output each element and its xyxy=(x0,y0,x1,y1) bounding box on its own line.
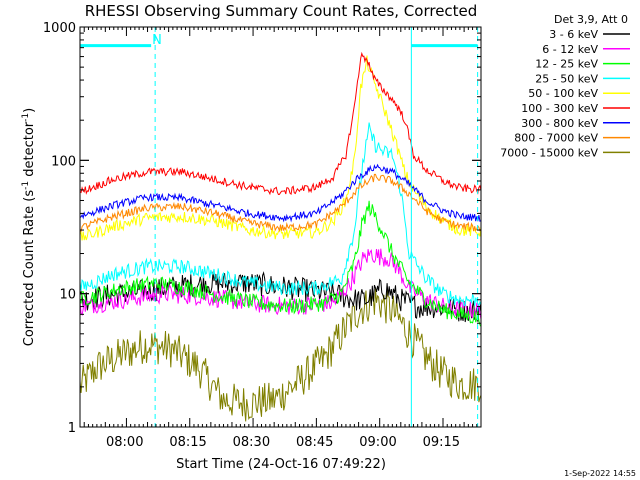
y-tick-label: 100 xyxy=(51,154,76,169)
x-axis: 08:00 08:15 08:30 08:45 09:00 09:15 xyxy=(79,27,482,450)
legend-header: Det 3,9, Att 0 xyxy=(554,13,628,26)
y-axis-label-mid: detector xyxy=(22,121,37,181)
x-tick-label: 08:15 xyxy=(169,435,206,450)
y-tick-label: 10 xyxy=(59,288,76,303)
y-axis-label-sup2: -1 xyxy=(21,113,31,122)
x-tick-label: 09:15 xyxy=(423,435,460,450)
y-axis-label-sup1: -1 xyxy=(21,181,31,190)
y-tick-label: 1000 xyxy=(43,21,76,36)
x-tick-label: 08:00 xyxy=(106,435,143,450)
series-line-2 xyxy=(80,200,481,327)
flag-label-n: N xyxy=(152,33,162,48)
series-line-5 xyxy=(80,51,481,196)
x-tick-label: 08:30 xyxy=(233,435,270,450)
footer-timestamp: 1-Sep-2022 14:55 xyxy=(564,469,636,478)
legend-label-4: 50 - 100 keV xyxy=(528,87,598,100)
series-line-3 xyxy=(80,122,481,307)
x-tick-label: 09:00 xyxy=(359,435,396,450)
x-tick-label: 08:45 xyxy=(296,435,333,450)
plot-frame xyxy=(79,26,482,428)
x-axis-label: Start Time (24-Oct-16 07:49:22) xyxy=(176,457,386,472)
legend-label-8: 7000 - 15000 keV xyxy=(500,146,598,159)
y-axis-label-main: Corrected Count Rate (s xyxy=(22,190,37,347)
y-tick-label: 1 xyxy=(68,421,76,436)
legend-label-1: 6 - 12 keV xyxy=(542,43,598,56)
legend-label-3: 25 - 50 keV xyxy=(535,72,598,85)
flag-layer: N xyxy=(80,27,479,427)
legend-label-2: 12 - 25 keV xyxy=(535,58,598,71)
series-line-8 xyxy=(80,288,481,422)
y-axis-label-end: ) xyxy=(22,108,37,113)
legend-label-5: 100 - 300 keV xyxy=(521,102,598,115)
legend: Det 3,9, Att 0 3 - 6 keV 6 - 12 keV 12 - 2… xyxy=(500,13,630,159)
chart-title: RHESSI Observing Summary Count Rates, Co… xyxy=(85,2,478,20)
series-line-4 xyxy=(80,55,481,241)
series-layer xyxy=(80,51,481,422)
series-line-6 xyxy=(80,163,481,223)
series-line-0 xyxy=(80,271,481,323)
series-line-7 xyxy=(80,173,481,233)
legend-label-0: 3 - 6 keV xyxy=(549,28,598,41)
y-axis-label: Corrected Count Rate (s-1 detector-1) xyxy=(21,108,37,346)
y-axis: 1 10 100 1000 xyxy=(43,21,481,436)
legend-label-7: 800 - 7000 keV xyxy=(514,132,598,145)
legend-label-6: 300 - 800 keV xyxy=(521,117,598,130)
